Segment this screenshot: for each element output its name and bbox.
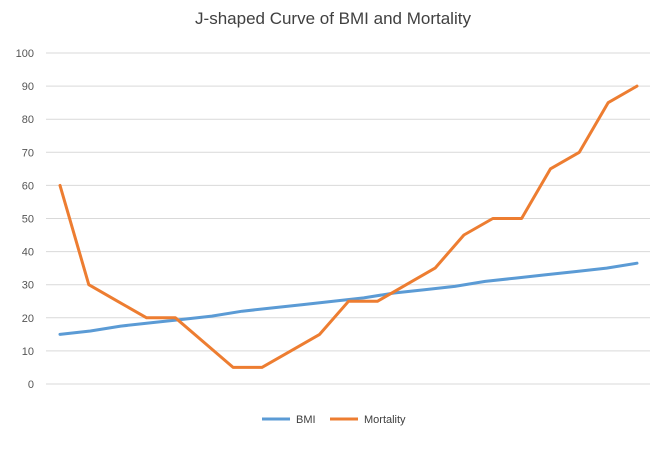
legend-label-mortality: Mortality [364,414,406,426]
series-line-mortality [58,84,639,369]
y-tick-label: 60 [22,180,34,192]
y-tick-label: 40 [22,247,34,259]
legend: BMI Mortality [262,414,406,426]
y-axis-ticks: 0 10 20 30 40 50 60 70 80 90 100 [16,48,34,391]
y-tick-label: 50 [22,214,34,226]
chart-title: J-shaped Curve of BMI and Mortality [195,9,471,28]
y-tick-label: 70 [22,147,34,159]
gridlines [46,52,650,385]
y-tick-label: 20 [22,313,34,325]
y-tick-label: 0 [28,379,34,391]
y-tick-label: 100 [16,48,34,60]
series-line-bmi [58,261,639,336]
y-tick-label: 10 [22,346,34,358]
y-tick-label: 90 [22,81,34,93]
series-lines [58,84,639,369]
legend-label-bmi: BMI [296,414,316,426]
y-tick-label: 30 [22,280,34,292]
y-tick-label: 80 [22,114,34,126]
